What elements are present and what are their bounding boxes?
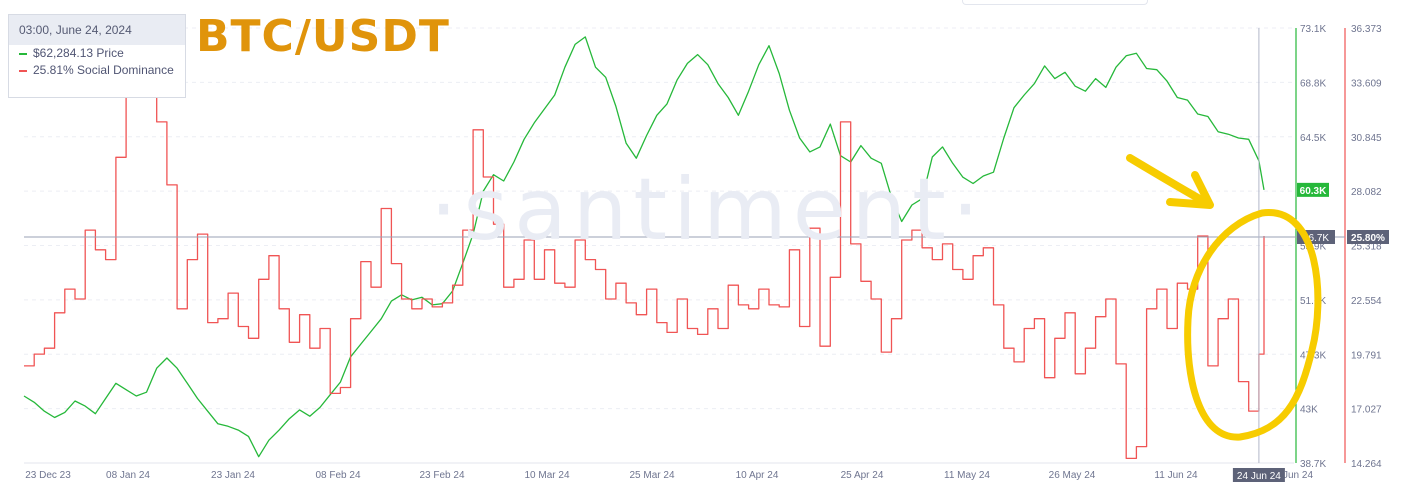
top-toolbar-edge: [962, 0, 1148, 5]
tooltip: 03:00, June 24, 2024 $62,284.13 Price 25…: [8, 14, 186, 98]
x-tick-label: 08 Jan 24: [106, 470, 150, 481]
price-legend-dash: [19, 52, 27, 55]
x-tick-label: 23 Dec 23: [25, 470, 71, 481]
x-highlight-box: [1232, 468, 1285, 482]
x-tick-label: 10 Apr 24: [736, 470, 779, 481]
sd-badge: [1347, 230, 1389, 244]
x-tick-label: 26 May 24: [1049, 470, 1096, 481]
y-right-tick-label: 36.373: [1351, 24, 1382, 35]
tooltip-sd-value: 25.81%: [33, 63, 74, 77]
x-tick-label: 23 Jan 24: [211, 470, 255, 481]
x-tick-label: 11 May 24: [944, 470, 990, 481]
overlay-title: BTC/USDT: [196, 11, 450, 62]
y-left-tick-label: 68.8K: [1300, 78, 1326, 89]
sd-badge-label: 25.80%: [1351, 233, 1385, 244]
x-tick-label: 11 Jun 24: [1154, 470, 1198, 481]
x-tick-label: 10 Mar 24: [524, 470, 569, 481]
annotation-circle: [1184, 209, 1322, 441]
tooltip-date: 03:00, June 24, 2024: [9, 15, 185, 45]
y-right-tick-label: 33.609: [1351, 78, 1382, 89]
y-left-tick-label: 64.5K: [1300, 133, 1326, 144]
x-tick-label: 08 Feb 24: [315, 470, 360, 481]
y-right-tick-label: 28.082: [1351, 187, 1382, 198]
annotation-arrow-head: [1166, 171, 1214, 209]
tooltip-price-label: Price: [96, 46, 124, 60]
x-tick-label-partial: Jun 24: [1283, 470, 1313, 481]
y-right-tick-label: 14.264: [1351, 459, 1382, 470]
annotation-arrow-shaft: [1126, 154, 1209, 206]
series: [23, 28, 1265, 460]
santiment-watermark: ·santiment·: [430, 160, 986, 260]
tooltip-price-value: $62,284.13: [33, 46, 94, 60]
y-left-tick-label: 51.6K: [1300, 296, 1326, 307]
series-line-social-dominance: [24, 28, 1265, 460]
y-right-tick-label: 25.318: [1351, 242, 1382, 253]
x-tick-label: 25 Mar 24: [629, 470, 674, 481]
tooltip-sd-label: Social Dominance: [77, 63, 174, 77]
annotation: [1126, 154, 1322, 441]
y-left-tick-label: 38.7K: [1300, 459, 1326, 470]
axes: 73.1K68.8K64.5K60.3K55.9K51.6K47.3K43K38…: [24, 24, 1389, 482]
tooltip-sd-row: 25.81% Social Dominance: [9, 62, 185, 79]
x-tick-label: 25 Apr 24: [841, 470, 884, 481]
price-badge: [1297, 182, 1329, 197]
y-right-tick-label: 17.027: [1351, 405, 1382, 416]
series-line-price: [23, 36, 1265, 458]
y-right-tick-label: 30.845: [1351, 133, 1382, 144]
y-left-tick-label: 73.1K: [1300, 24, 1326, 35]
crosshair-left-badge-label: 56.7K: [1303, 233, 1329, 244]
price-badge-label: 60.3K: [1300, 186, 1327, 197]
y-right-tick-label: 19.791: [1351, 350, 1382, 361]
y-right-tick-label: 22.554: [1351, 296, 1382, 307]
sd-legend-dash: [19, 69, 27, 72]
tooltip-price-row: $62,284.13 Price: [9, 45, 185, 62]
x-highlight-label: 24 Jun 24: [1237, 471, 1281, 482]
x-tick-label: 23 Feb 24: [419, 470, 464, 481]
y-left-tick-label: 43K: [1300, 405, 1318, 416]
